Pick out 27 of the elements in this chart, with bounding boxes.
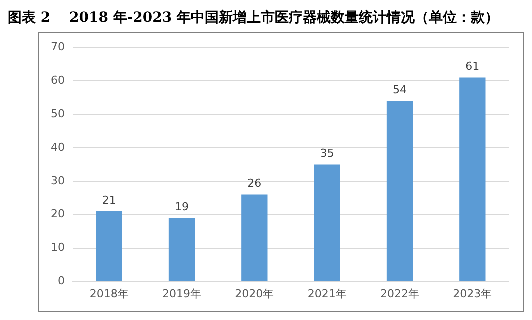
- y-tick-label: 40: [50, 140, 65, 154]
- y-tick-label: 70: [50, 40, 65, 54]
- bar: [168, 218, 196, 282]
- data-label: 26: [248, 177, 262, 190]
- x-tick-label: 2019年: [162, 287, 202, 300]
- x-tick-label: 2021年: [308, 287, 347, 300]
- bar: [460, 78, 486, 282]
- x-tick-label: 2020年: [235, 287, 274, 300]
- data-label: 21: [102, 194, 116, 207]
- y-tick-label: 20: [50, 208, 65, 221]
- bar: [386, 101, 414, 282]
- data-label: 19: [175, 200, 189, 214]
- data-label: 61: [466, 60, 480, 74]
- y-tick-label: 60: [50, 74, 65, 87]
- x-tick-label: 2022年: [380, 287, 420, 300]
- data-label: 35: [320, 147, 334, 160]
- bar: [242, 194, 268, 282]
- data-label: 54: [393, 83, 407, 96]
- chart-title: 图表 2 2018 年-2023 年中国新增上市医疗器械数量统计情况（单位：款）: [8, 8, 500, 28]
- x-tick-label: 2023年: [453, 287, 492, 300]
- bar: [314, 164, 340, 282]
- y-tick-label: 30: [50, 174, 65, 188]
- bar: [96, 212, 122, 282]
- y-tick-label: 50: [50, 107, 65, 120]
- y-tick-label: 10: [50, 241, 65, 254]
- x-tick-label: 2018年: [90, 287, 129, 300]
- y-tick-label: 0: [58, 274, 65, 288]
